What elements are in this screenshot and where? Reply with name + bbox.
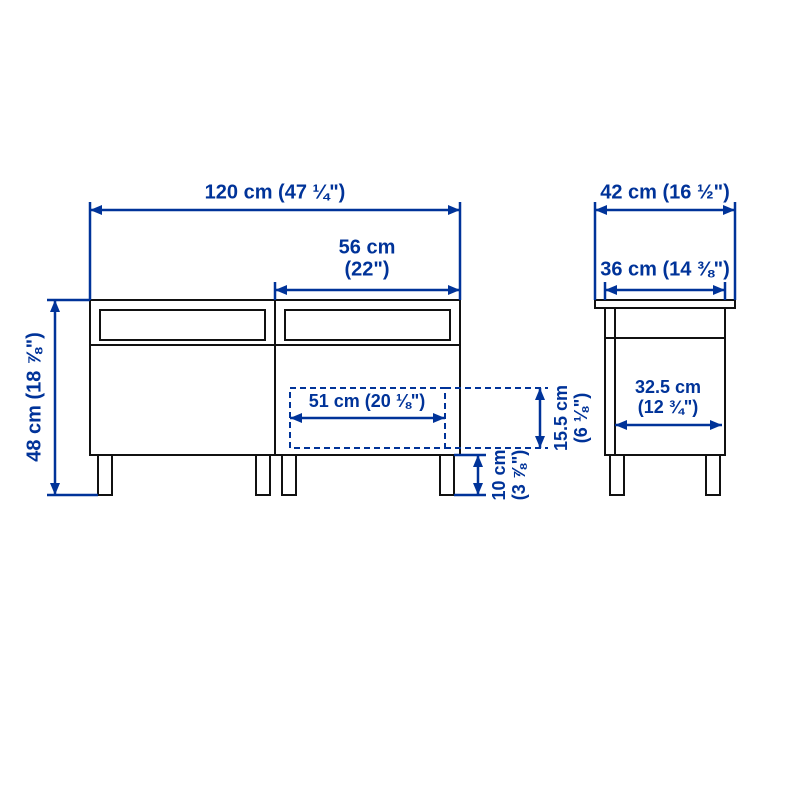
dim-leg-l1: 10 cm	[489, 449, 509, 500]
dim-opening-h: 15.5 cm (6 ⅛")	[445, 385, 591, 451]
dim-inner-width-label: 51 cm (20 ⅛")	[309, 391, 426, 411]
dim-depth-top-label: 36 cm (14 ⅜")	[600, 258, 730, 280]
dim-inner-width: 51 cm (20 ⅛")	[290, 391, 445, 423]
dim-leg-height: 10 cm (3 ⅞")	[454, 449, 529, 500]
dim-depth-full: 42 cm (16 ½")	[595, 181, 735, 300]
dim-depth-full-label: 42 cm (16 ½")	[600, 181, 730, 203]
dim-depth-top: 36 cm (14 ⅜")	[600, 258, 730, 300]
dim-width-half-l2: (22")	[344, 258, 389, 280]
dim-open-l1: 15.5 cm	[551, 385, 571, 451]
dim-open-l2: (6 ⅛")	[571, 393, 591, 444]
dim-depth-inner: 32.5 cm (12 ¾")	[615, 377, 722, 430]
dim-height-full: 48 cm (18 ⅞")	[23, 300, 98, 495]
dim-leg-l2: (3 ⅞")	[509, 450, 529, 501]
dimension-diagram: 120 cm (47 ¼") 56 cm (22") 48 cm (18 ⅞")…	[0, 0, 790, 790]
dim-depth-inner-l2: (12 ¾")	[638, 397, 699, 417]
dim-width-full-label: 120 cm (47 ¼")	[205, 181, 346, 203]
dim-width-half: 56 cm (22")	[275, 236, 460, 300]
dim-width-half-l1: 56 cm	[339, 236, 396, 258]
dim-height-full-label: 48 cm (18 ⅞")	[23, 332, 45, 462]
dim-depth-inner-l1: 32.5 cm	[635, 377, 701, 397]
